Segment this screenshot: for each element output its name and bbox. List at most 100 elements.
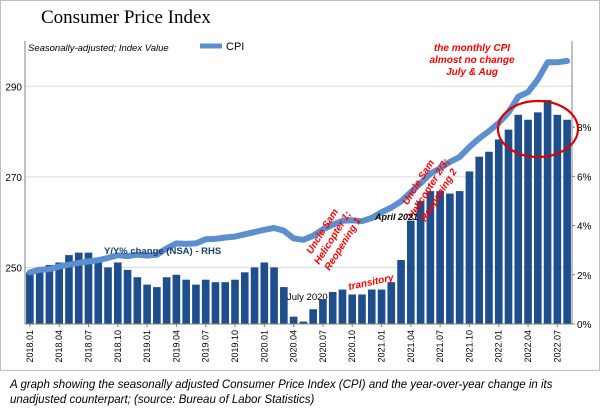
x-tick-label: 2022.04 (523, 330, 533, 363)
annotation-line: April 2021 (374, 212, 418, 222)
x-tick-label: 2021.01 (377, 330, 387, 363)
chart-subtitle: Seasonally-adjusted; Index Value (28, 43, 169, 54)
left-tick-label: 270 (5, 173, 22, 184)
right-tick-label: 6% (577, 172, 592, 183)
x-tick-label: 2022.01 (494, 330, 504, 363)
yoy-bar (74, 252, 83, 324)
yoy-bar (485, 151, 493, 324)
yoy-bar (192, 284, 200, 324)
x-tick-label: 2018.01 (25, 330, 35, 363)
x-tick-label: 2019.01 (142, 330, 152, 363)
right-tick-label: 8% (577, 123, 592, 134)
figure-caption: A graph showing the seasonally adjusted … (10, 379, 553, 406)
x-tick-label: 2018.07 (84, 330, 94, 363)
yoy-bar (55, 262, 63, 324)
annotation-line: almost no change (429, 55, 514, 66)
yoy-bar (534, 112, 542, 324)
yoy-bar (563, 119, 571, 324)
yoy-bar (211, 282, 220, 324)
yoy-bar (416, 200, 425, 324)
yoy-bar (387, 282, 396, 324)
cpi-line-path (26, 57, 571, 276)
x-tick-label: 2018.10 (113, 330, 123, 363)
left-tick-label: 290 (5, 82, 22, 93)
cpi-chart: 250 270 290 0% 2% 4% 6% 8% 2018.01 2018.04 2018.07… (5, 41, 592, 363)
yoy-bar (514, 114, 523, 325)
yoy-bar (280, 287, 288, 324)
left-tick-label: 250 (5, 263, 22, 274)
chart-frame: Consumer Price Index 250 270 290 0% 2% 4% 6% 8%… (0, 0, 600, 371)
yoy-bar (260, 262, 269, 324)
right-tick-label: 4% (577, 222, 592, 233)
tick-labels: 250 270 290 0% 2% 4% 6% 8% 2018.01 2018.04 2018.07… (5, 82, 591, 362)
yoy-bar (143, 284, 151, 324)
x-tick-label: 2021.07 (435, 330, 445, 363)
yoy-bar (221, 282, 230, 324)
yoy-bar (377, 289, 386, 324)
yoy-bar (475, 156, 484, 324)
annotation-line: July 2020 (287, 292, 328, 303)
yoy-bar (172, 274, 181, 324)
bar-series-label: Y/Y% change (NSA) - RHS (104, 246, 221, 257)
right-tick-label: 0% (577, 320, 592, 331)
x-tick-label: 2020.01 (259, 330, 269, 363)
yoy-bar (240, 272, 249, 324)
x-tick-label: 2019.04 (171, 330, 181, 363)
x-tick-label: 2019.10 (230, 330, 240, 363)
yoy-bar (455, 191, 464, 324)
x-tick-label: 2020.04 (289, 330, 299, 363)
x-tick-label: 2021.10 (464, 330, 474, 363)
yoy-bar (524, 119, 532, 324)
x-tick-label: 2020.10 (347, 330, 357, 363)
yoy-bar (328, 292, 337, 324)
yoy-bar (494, 139, 503, 324)
x-tick-label: 2019.07 (201, 330, 211, 363)
yoy-bar (543, 100, 552, 324)
x-tick-label: 2020.07 (318, 330, 328, 363)
yoy-bar (94, 257, 103, 324)
yoy-bar (26, 272, 34, 324)
yoy-bar (338, 289, 347, 324)
yoy-bars (26, 100, 571, 325)
yoy-bar (153, 287, 161, 324)
yoy-bar (250, 267, 259, 324)
cpi-line (26, 57, 571, 276)
yoy-bar (553, 114, 562, 325)
yoy-bar (65, 255, 73, 324)
right-tick-label: 2% (577, 271, 592, 282)
yoy-bar (84, 252, 93, 324)
yoy-bar (426, 191, 435, 324)
yoy-bar (104, 267, 112, 324)
yoy-bar (446, 193, 454, 324)
yoy-bar (289, 316, 298, 324)
yoy-bar (45, 264, 54, 324)
annotation-line: July & Aug (446, 67, 498, 78)
yoy-bar (270, 267, 278, 324)
x-tick-label: 2021.04 (406, 330, 416, 363)
yoy-bar (504, 129, 513, 324)
yoy-bar (133, 277, 142, 324)
yoy-bar (299, 321, 308, 324)
yoy-bar (231, 279, 239, 324)
yoy-bar (407, 220, 415, 324)
yoy-bar (123, 269, 132, 324)
x-tick-label: 2018.04 (54, 330, 64, 363)
chart-title: Consumer Price Index (41, 7, 211, 28)
yoy-bar (348, 294, 357, 324)
yoy-bar (397, 260, 405, 324)
yoy-bar (436, 191, 444, 324)
yoy-bar (162, 277, 171, 324)
highlight-ellipse (496, 99, 580, 159)
yoy-bar (319, 299, 327, 324)
annotation: July 2020 (287, 292, 328, 303)
yoy-bar (201, 279, 210, 324)
yoy-bar (358, 294, 366, 324)
yoy-bar (367, 289, 376, 324)
yoy-bar (113, 262, 122, 324)
legend: CPI (200, 41, 244, 53)
annotation: April 2021 (374, 212, 418, 222)
x-tick-label: 2022.07 (552, 330, 562, 363)
yoy-bar (35, 269, 44, 324)
